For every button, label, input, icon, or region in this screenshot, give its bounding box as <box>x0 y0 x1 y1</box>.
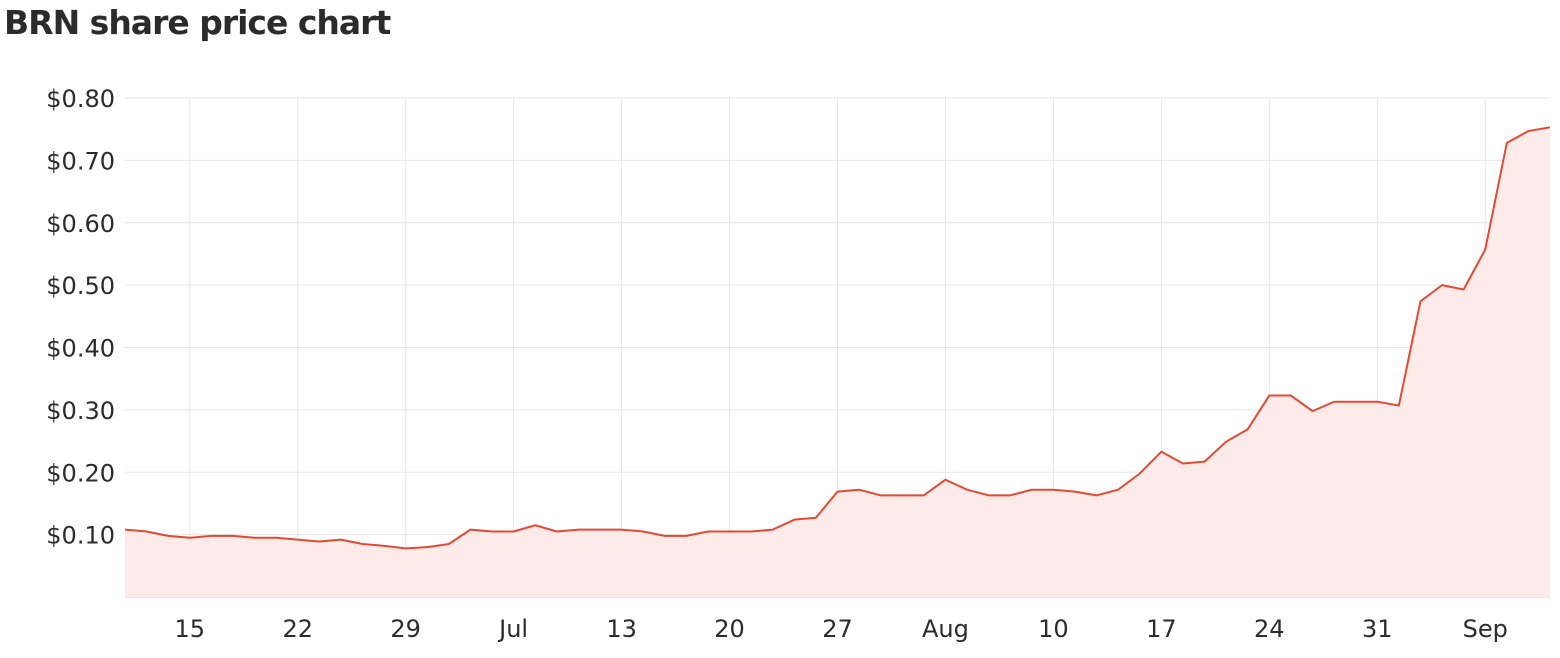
y-tick-label: $0.70 <box>46 147 115 175</box>
x-tick-label: Aug <box>922 615 969 643</box>
x-tick-label: 20 <box>714 615 745 643</box>
y-tick-label: $0.60 <box>46 210 115 238</box>
x-tick-label: Sep <box>1463 615 1508 643</box>
y-tick-label: $0.10 <box>46 522 115 550</box>
y-tick-label: $0.50 <box>46 272 115 300</box>
x-tick-label: 24 <box>1254 615 1285 643</box>
x-tick-label: 13 <box>606 615 637 643</box>
y-tick-label: $0.40 <box>46 335 115 363</box>
chart-title: BRN share price chart <box>4 3 391 42</box>
area <box>125 127 1550 597</box>
x-tick-label: 29 <box>390 615 421 643</box>
x-tick-label: Jul <box>497 615 528 643</box>
y-tick-label: $0.80 <box>46 85 115 113</box>
x-tick-label: 10 <box>1038 615 1069 643</box>
x-tick-label: 31 <box>1362 615 1393 643</box>
x-tick-label: 15 <box>174 615 205 643</box>
x-tick-label: 27 <box>822 615 853 643</box>
y-tick-label: $0.30 <box>46 397 115 425</box>
line <box>124 126 1551 550</box>
y-tick-label: $0.20 <box>46 459 115 487</box>
x-tick-label: 22 <box>282 615 313 643</box>
x-tick-label: 17 <box>1146 615 1177 643</box>
